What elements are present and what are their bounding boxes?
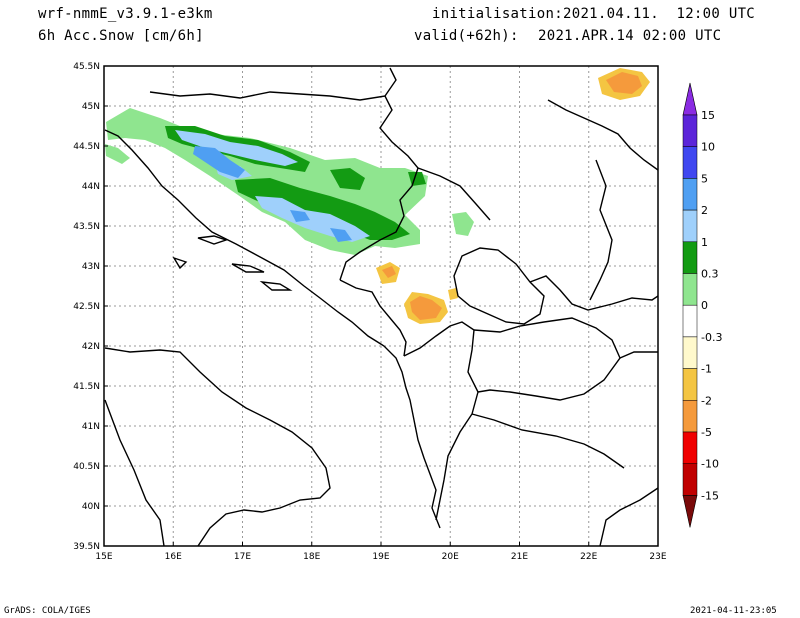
snow-area-blue-1	[193, 146, 245, 178]
island-1	[197, 235, 229, 245]
colorbar: 15 10 5 2 1 0.3 0 -0.3 -1 -2 -5 -10 -15	[682, 82, 722, 528]
snow-area-yellow-east	[448, 288, 458, 300]
colorbar-segment	[682, 209, 698, 243]
snow-area-pale-blue-1	[175, 130, 298, 166]
lat-label: 45N	[82, 102, 100, 112]
snow-area-light-green-nw	[105, 144, 130, 164]
greece-border	[471, 351, 658, 469]
lat-label: 43.5N	[73, 222, 100, 232]
colorbar-label: 2	[701, 204, 708, 217]
colorbar-label: 0	[701, 299, 708, 312]
adriatic-east-coast	[104, 129, 441, 529]
snow-area-light-green-east	[452, 212, 474, 236]
romania-border	[547, 99, 658, 171]
colorbar-segment	[682, 400, 698, 433]
snow-area-orange-south	[410, 296, 442, 320]
lon-label: 16E	[165, 552, 182, 562]
colorbar-segment	[682, 431, 698, 464]
lat-label: 44.5N	[73, 142, 100, 152]
colorbar-label: -15	[701, 489, 719, 502]
lat-label: 42.5N	[73, 302, 100, 312]
colorbar-segment	[682, 304, 698, 338]
colorbar-label: -5	[701, 426, 712, 439]
lon-tick-labels: 15E 16E 17E 18E 19E 20E 21E 22E 23E	[95, 542, 667, 562]
colorbar-top-arrow	[682, 82, 698, 116]
colorbar-label: 0.3	[701, 268, 719, 281]
lat-label: 44N	[82, 182, 100, 192]
bosnia-border	[149, 91, 419, 281]
lon-label: 21E	[511, 552, 528, 562]
footer-credit: GrADS: COLA/IGES	[4, 606, 91, 616]
lat-label: 40N	[82, 502, 100, 512]
island-2	[231, 263, 265, 273]
colorbar-bottom-arrow	[682, 495, 698, 528]
italy-inner-coast	[104, 399, 165, 546]
colorbar-segment	[682, 114, 698, 147]
snow-area-blue-3	[290, 210, 310, 222]
lon-label: 15E	[95, 552, 112, 562]
colorbar-segment	[682, 368, 698, 401]
init-value: 2021.04.11. 12:00 UTC	[563, 6, 756, 22]
greece-coast	[599, 487, 658, 546]
lon-label: 18E	[303, 552, 320, 562]
colorbar-label: 1	[701, 236, 708, 249]
lon-label: 19E	[372, 552, 389, 562]
lat-label: 43N	[82, 262, 100, 272]
lon-label: 22E	[580, 552, 597, 562]
colorbar-label: 15	[701, 109, 715, 122]
colorbar-segment	[682, 463, 698, 496]
variable-title: 6h Acc.Snow [cm/6h]	[38, 28, 204, 44]
lon-label: 23E	[649, 552, 666, 562]
serbia-border	[384, 67, 491, 221]
valid-value: 2021.APR.14 02:00 UTC	[538, 28, 722, 44]
colorbar-segment	[682, 178, 698, 211]
colorbar-label: -1	[701, 363, 712, 376]
lon-label: 20E	[442, 552, 459, 562]
colorbar-label: 10	[701, 141, 715, 154]
colorbar-segment	[682, 273, 698, 306]
bulgaria-border	[529, 159, 658, 311]
kosovo-border	[453, 247, 545, 325]
lat-tick-labels: 45.5N 45N 44.5N 44N 43.5N 43N 42.5N 42N 41.5N 41N…	[73, 62, 108, 552]
albania-border	[403, 321, 479, 521]
snow-area-dark-green-2	[235, 178, 410, 240]
lat-label: 40.5N	[73, 462, 100, 472]
snow-area-orange-ne	[606, 72, 642, 94]
lat-label: 41.5N	[73, 382, 100, 392]
colorbar-label: 5	[701, 172, 708, 185]
colorbar-label: -10	[701, 458, 719, 471]
snow-area-blue-2	[330, 228, 352, 242]
snow-area-dark-green-3	[330, 168, 365, 190]
colorbar-segment	[682, 241, 698, 274]
colorbar-segment	[682, 336, 698, 369]
colorbar-label: -0.3	[701, 331, 722, 344]
valid-label: valid(+62h):	[414, 28, 519, 44]
footer-timestamp: 2021-04-11-23:05	[690, 606, 777, 616]
island-3	[259, 281, 293, 291]
lat-label: 42N	[82, 342, 100, 352]
snow-shading	[105, 68, 650, 324]
lat-label: 45.5N	[73, 62, 100, 72]
colorbar-label: -2	[701, 394, 712, 407]
model-title: wrf-nmmE_v3.9.1-e3km	[38, 6, 213, 22]
lat-label: 39.5N	[73, 542, 100, 552]
colorbar-segment	[682, 146, 698, 179]
init-label: initialisation:	[432, 6, 563, 22]
lat-label: 41N	[82, 422, 100, 432]
italy-coast	[104, 347, 331, 546]
montenegro-border	[339, 279, 407, 357]
snow-area-orange-mid	[382, 266, 396, 278]
island-4	[172, 256, 188, 270]
lon-label: 17E	[234, 552, 251, 562]
coastlines-borders	[104, 67, 658, 546]
